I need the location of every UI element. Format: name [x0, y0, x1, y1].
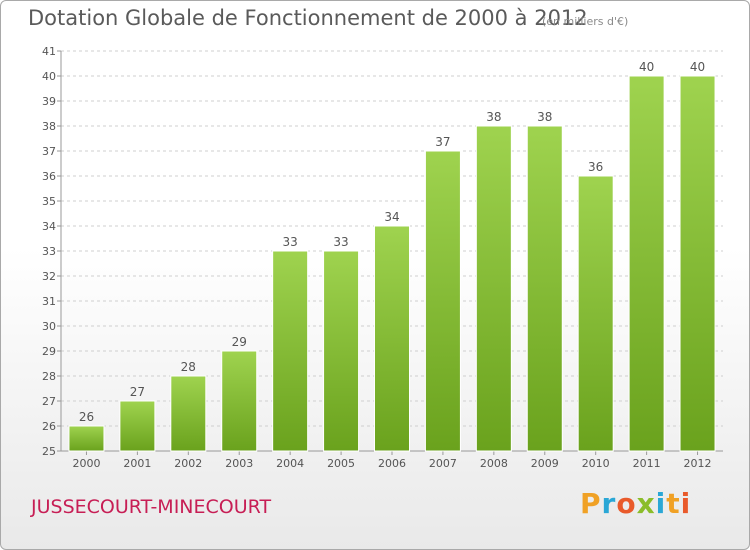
bar-2006: [374, 225, 410, 452]
bar-2003: [221, 350, 258, 452]
data-label-2011: 40: [639, 60, 654, 74]
bar-2005: [323, 250, 360, 452]
y-tick-label: 32: [42, 270, 56, 283]
x-tick-label: 2000: [72, 457, 100, 470]
y-tick-label: 31: [42, 295, 56, 308]
y-tick-label: 33: [42, 245, 56, 258]
y-tick-label: 34: [42, 220, 56, 233]
y-tick-label: 41: [42, 45, 56, 58]
x-tick-label: 2010: [582, 457, 610, 470]
data-label-2009: 38: [537, 110, 552, 124]
data-label-2003: 29: [232, 335, 247, 349]
data-label-2008: 38: [486, 110, 501, 124]
x-tick-label: 2005: [327, 457, 355, 470]
x-tick-label: 2003: [225, 457, 253, 470]
x-tick-label: 2008: [480, 457, 508, 470]
bar-2009: [526, 125, 563, 452]
x-tick-label: 2012: [684, 457, 712, 470]
bar-2012: [679, 75, 716, 452]
bars: [68, 75, 716, 452]
bar-2007: [424, 150, 461, 452]
x-tick-label: 2007: [429, 457, 457, 470]
bar-2004: [272, 250, 309, 452]
labels: 25 26 27 28 29 30 31 32 33 34 35 36 37 38 39 40 41 26 2000…: [42, 45, 712, 470]
y-tick-label: 29: [42, 345, 56, 358]
data-label-2012: 40: [690, 60, 705, 74]
x-tick-label: 2009: [531, 457, 559, 470]
y-tick-label: 27: [42, 395, 56, 408]
y-tick-label: 36: [42, 170, 56, 183]
data-label-2010: 36: [588, 160, 603, 174]
data-label-2005: 33: [333, 235, 348, 249]
bar-2002: [170, 375, 207, 452]
chart-title: Dotation Globale de Fonctionnement de 20…: [28, 6, 588, 30]
chart-unit: (en milliers d'€): [542, 15, 629, 28]
bar-2000: [68, 425, 105, 452]
x-tick-label: 2011: [633, 457, 661, 470]
x-tick-label: 2002: [174, 457, 202, 470]
y-tick-label: 26: [42, 420, 56, 433]
y-tick-label: 28: [42, 370, 56, 383]
place-name: JUSSECOURT-MINECOURT: [31, 496, 272, 518]
bar-2001: [119, 400, 156, 452]
bar-2011: [628, 75, 665, 452]
x-tick-label: 2004: [276, 457, 304, 470]
y-tick-label: 37: [42, 145, 56, 158]
y-tick-label: 30: [42, 320, 56, 333]
data-label-2001: 27: [130, 385, 145, 399]
proxiti-logo: Proxiti: [580, 487, 692, 520]
y-tick-label: 35: [42, 195, 56, 208]
data-label-2004: 33: [283, 235, 298, 249]
bar-2008: [475, 125, 512, 452]
x-tick-label: 2006: [378, 457, 406, 470]
data-label-2000: 26: [79, 410, 94, 424]
y-tick-label: 38: [42, 120, 56, 133]
bar-2010: [577, 175, 614, 452]
x-tick-label: 2001: [123, 457, 151, 470]
y-tick-label: 25: [42, 445, 56, 458]
y-tick-label: 40: [42, 70, 56, 83]
data-label-2002: 28: [181, 360, 196, 374]
data-label-2007: 37: [435, 135, 450, 149]
y-tick-label: 39: [42, 95, 56, 108]
data-label-2006: 34: [384, 210, 399, 224]
